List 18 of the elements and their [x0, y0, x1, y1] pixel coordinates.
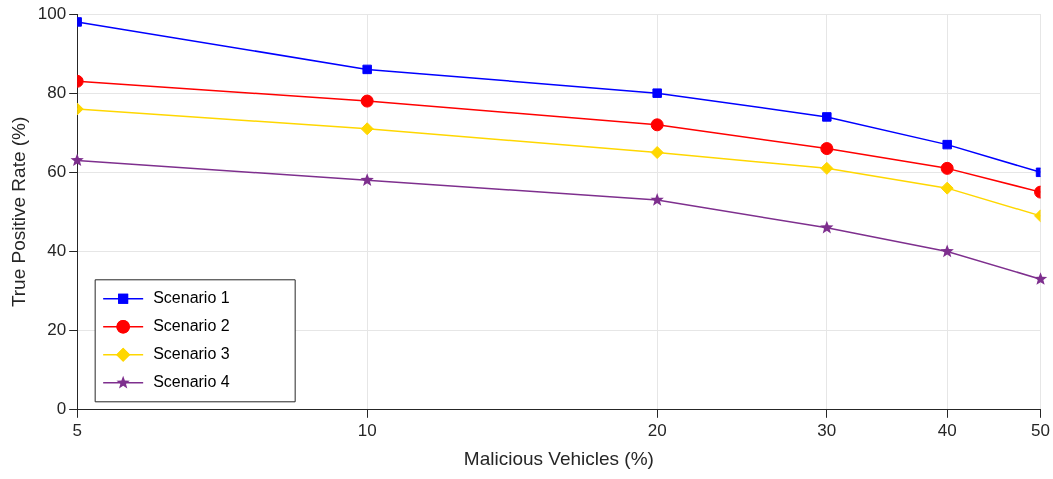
y-tick-label: 100: [37, 3, 67, 23]
x-axis-title: Malicious Vehicles (%): [463, 447, 654, 469]
x-tick-label: 10: [357, 420, 377, 440]
x-tick-label: 50: [1031, 420, 1051, 440]
legend-label: Scenario 4: [153, 373, 230, 391]
y-axis-title: True Positive Rate (%): [7, 116, 29, 308]
x-tick-label: 40: [937, 420, 957, 440]
legend-label: Scenario 1: [153, 289, 230, 307]
y-tick-label: 80: [47, 82, 67, 102]
y-tick-label: 40: [47, 241, 67, 261]
y-tick-label: 0: [56, 399, 67, 419]
y-tick-label: 60: [47, 162, 67, 182]
legend-label: Scenario 2: [153, 317, 230, 335]
y-tick-label: 20: [47, 320, 67, 340]
x-tick-label: 20: [647, 420, 667, 440]
x-tick-label: 30: [817, 420, 837, 440]
legend-label: Scenario 3: [153, 345, 230, 363]
x-tick-label: 5: [72, 420, 82, 440]
